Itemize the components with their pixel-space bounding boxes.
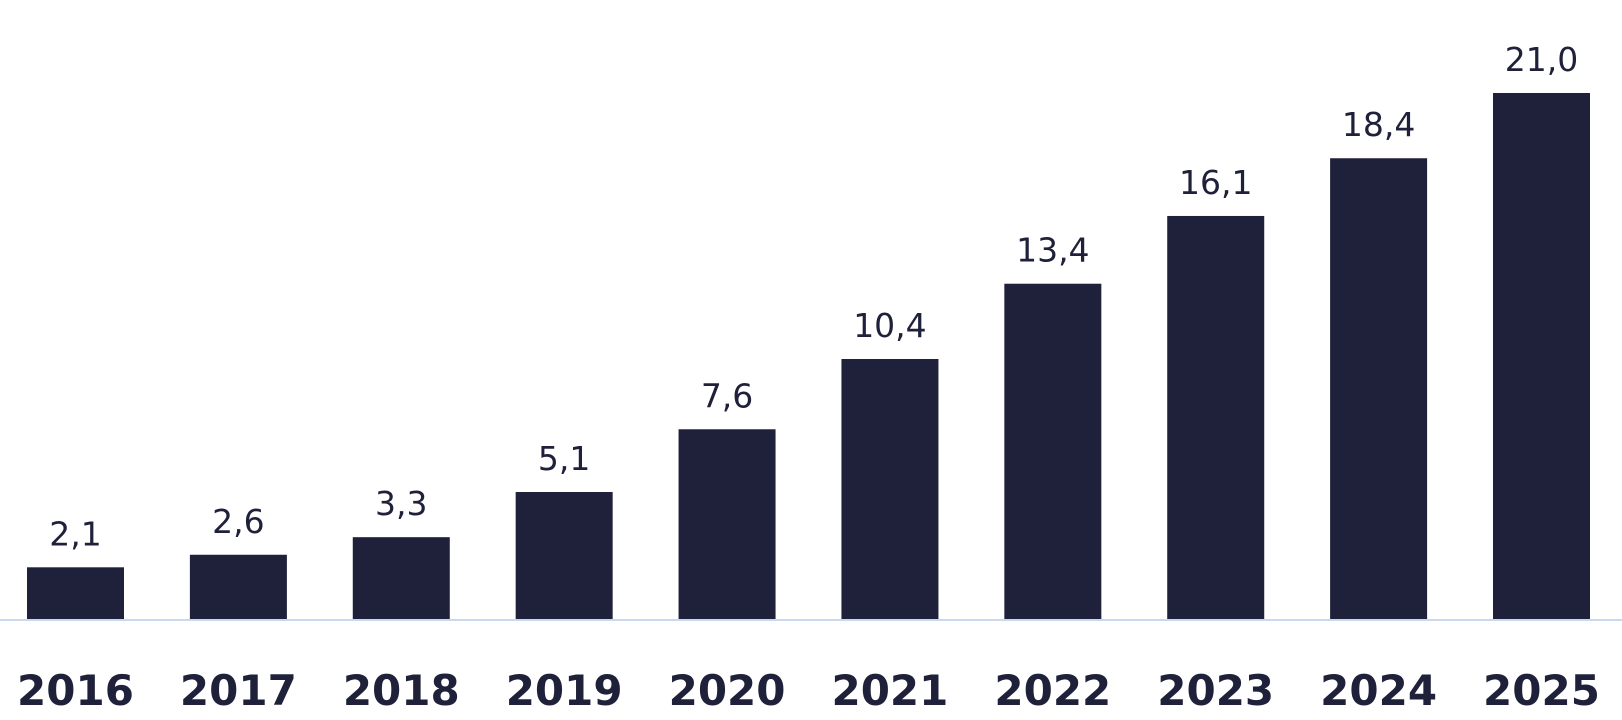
value-label-2018: 3,3 bbox=[375, 484, 427, 523]
x-tick-label-2019: 2019 bbox=[506, 666, 623, 715]
bar-2023 bbox=[1167, 215, 1265, 620]
x-tick-label-2022: 2022 bbox=[994, 666, 1111, 715]
x-tick-labels-layer: 2016 2017 2018 2019 2020 2021 2022 2023 2024 2025 bbox=[17, 666, 1600, 715]
x-tick-label-2023: 2023 bbox=[1157, 666, 1274, 715]
value-label-2019: 5,1 bbox=[538, 439, 590, 478]
bar-2018 bbox=[352, 537, 450, 620]
x-tick-label-2020: 2020 bbox=[669, 666, 786, 715]
x-tick-label-2016: 2016 bbox=[17, 666, 134, 715]
value-label-2022: 13,4 bbox=[1016, 231, 1089, 270]
value-label-2021: 10,4 bbox=[853, 306, 926, 345]
value-label-2017: 2,6 bbox=[212, 502, 264, 541]
x-tick-label-2018: 2018 bbox=[343, 666, 460, 715]
bar-2016 bbox=[27, 567, 124, 620]
bar-2020 bbox=[678, 429, 776, 620]
bar-2025 bbox=[1493, 93, 1590, 620]
bar-2017 bbox=[189, 554, 287, 620]
bar-2024 bbox=[1330, 158, 1428, 620]
x-tick-label-2017: 2017 bbox=[180, 666, 297, 715]
value-label-2016: 2,1 bbox=[49, 514, 101, 553]
bar-2022 bbox=[1004, 283, 1102, 620]
bar-2019 bbox=[515, 492, 613, 620]
x-tick-label-2025: 2025 bbox=[1483, 666, 1600, 715]
value-label-2025: 21,0 bbox=[1505, 40, 1578, 79]
value-labels-layer: 2,1 2,6 3,3 5,1 7,6 10,4 13,4 16,1 18,4 21,0 bbox=[49, 40, 1578, 553]
x-tick-label-2021: 2021 bbox=[831, 666, 948, 715]
value-label-2024: 18,4 bbox=[1342, 105, 1415, 144]
bar-2021 bbox=[841, 359, 939, 620]
bars-layer bbox=[27, 93, 1590, 620]
x-tick-label-2024: 2024 bbox=[1320, 666, 1437, 715]
value-label-2020: 7,6 bbox=[701, 376, 753, 415]
value-label-2023: 16,1 bbox=[1179, 163, 1252, 202]
